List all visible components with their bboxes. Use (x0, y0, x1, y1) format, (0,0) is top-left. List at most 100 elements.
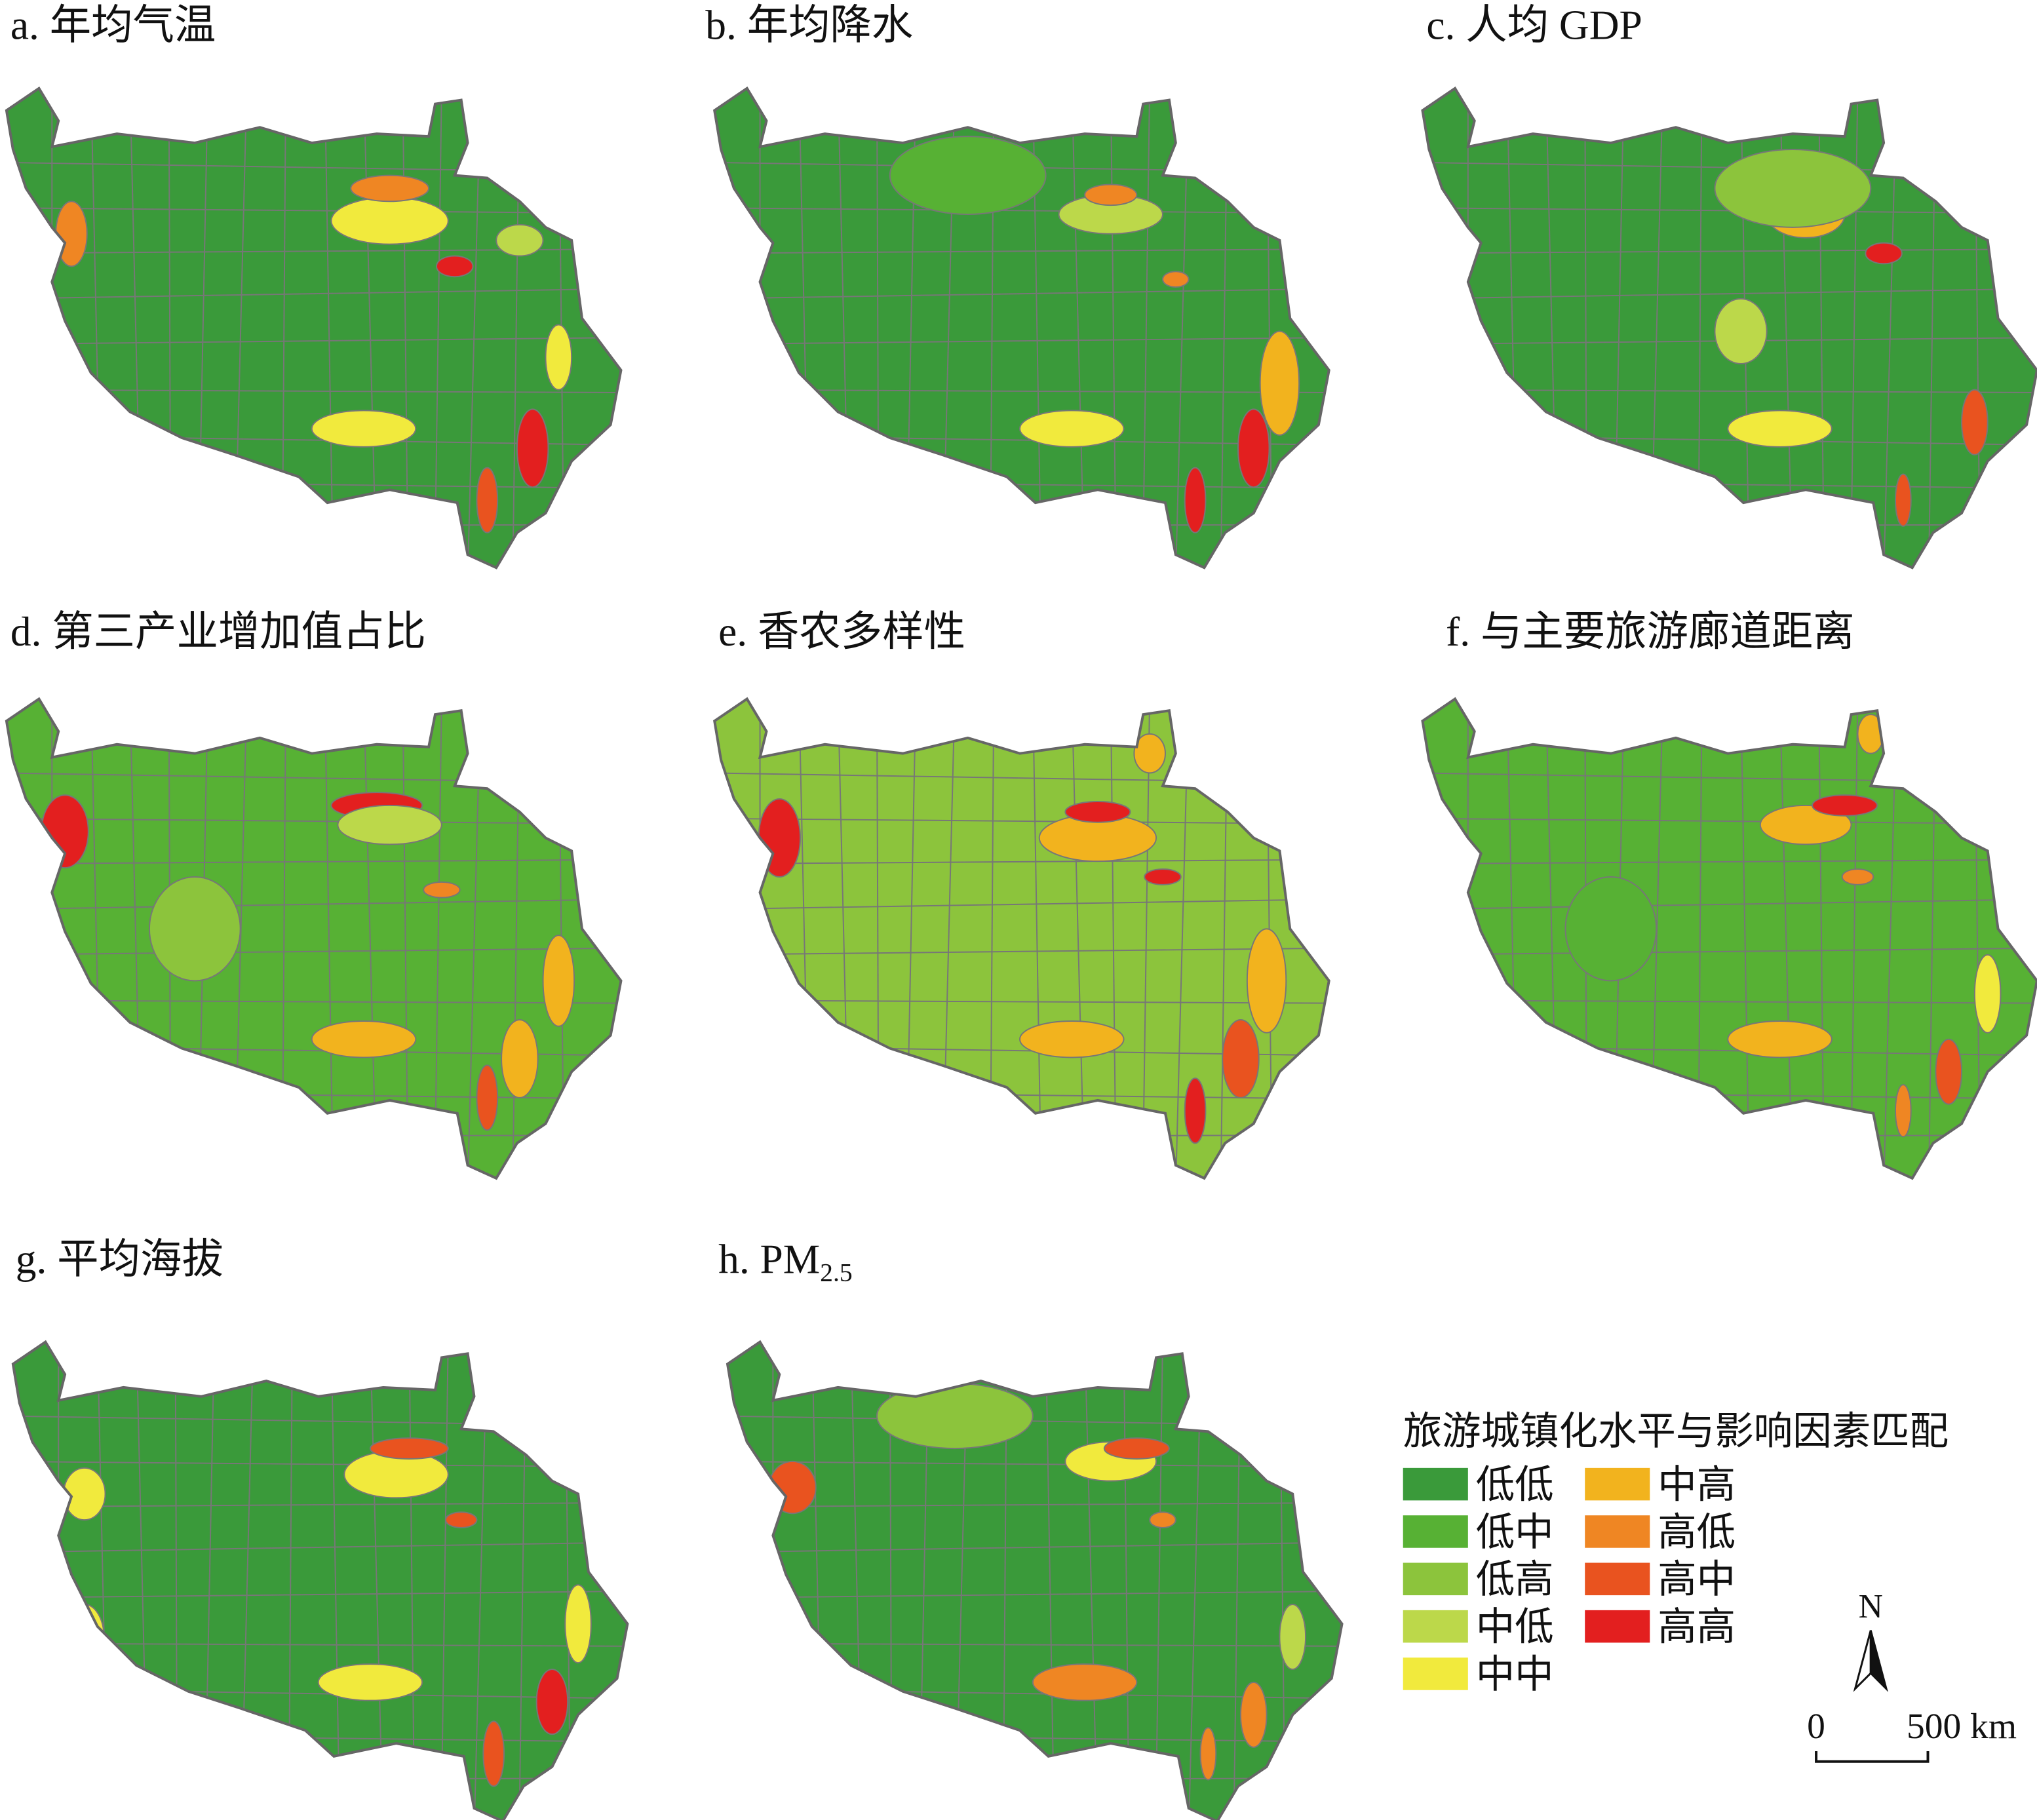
panel-title: a. 年均气温 (10, 1, 216, 48)
plateau-border (5, 697, 623, 1180)
region-patch (1564, 876, 1658, 982)
boundary (714, 248, 1329, 254)
panel-title: g. 平均海拔 (16, 1236, 223, 1283)
panel-title: e. 香农多样性 (718, 608, 965, 655)
boundary (714, 947, 1329, 956)
region-patch (1714, 148, 1872, 228)
boundary (728, 1541, 1342, 1553)
boundary (1422, 288, 2037, 300)
map-panel (5, 86, 623, 570)
region-patch (1184, 1077, 1207, 1144)
region-patch (1973, 954, 2002, 1034)
region-patch (1222, 1019, 1260, 1098)
region-patch (1841, 868, 1874, 885)
scale-bar (1815, 1751, 1930, 1763)
region-patch (330, 197, 449, 245)
region-patch (768, 1460, 817, 1515)
boundary (434, 699, 442, 1178)
north-label: N (1859, 1588, 1883, 1625)
region-patch (535, 1669, 569, 1735)
region-patch (1144, 868, 1182, 885)
region-patch (1103, 1437, 1170, 1460)
region-patch (1894, 473, 1912, 527)
legend-label: 中中 (1476, 1653, 1554, 1696)
region-patch (423, 881, 461, 899)
boundary (1142, 699, 1151, 1178)
region-patch (1759, 804, 1852, 845)
boundary (440, 1342, 449, 1820)
boundary (12, 1777, 628, 1781)
region-patch (1237, 408, 1270, 488)
boundary (1422, 898, 2037, 910)
boundary (1850, 699, 1859, 1178)
north-arrow (1853, 1630, 1888, 1692)
legend-label: 低高 (1476, 1558, 1554, 1601)
region-patch (1199, 1727, 1217, 1781)
region-patch (1259, 330, 1300, 436)
regions (714, 699, 1329, 1178)
legend-label: 高高 (1658, 1605, 1736, 1648)
region-patch (1184, 467, 1207, 533)
legend-swatch (1585, 1467, 1650, 1501)
plateau (728, 1342, 1342, 1820)
panel-title: d. 第三产业增加值占比 (10, 608, 426, 655)
panel-title: c. 人均 GDP (1426, 1, 1642, 48)
map-panel (11, 1340, 629, 1820)
boundary (6, 898, 621, 910)
map-panel (5, 697, 623, 1180)
legend-label: 中低 (1476, 1605, 1554, 1648)
region-patch (542, 935, 575, 1027)
north-arrow-left (1853, 1630, 1872, 1692)
region-patch (1727, 410, 1833, 448)
region-patch (876, 1383, 1034, 1450)
north-arrow-right (1869, 1630, 1888, 1692)
region-patch (476, 467, 499, 533)
region-patch (501, 1019, 539, 1098)
region-patch (1865, 242, 1903, 265)
region-patch (1084, 184, 1138, 206)
plateau (714, 88, 1329, 568)
legend-label: 中高 (1658, 1463, 1736, 1506)
region-patch (516, 408, 549, 488)
legend-label: 低低 (1476, 1463, 1554, 1506)
panel-title-text: e. 香农多样性 (718, 608, 965, 655)
boundary (12, 1501, 628, 1508)
boundary (1422, 248, 2037, 254)
panel-title-text: b. 年均降水 (705, 1, 913, 48)
region-patch (337, 804, 442, 845)
boundary (6, 1134, 621, 1138)
plateau-border (713, 697, 1330, 1180)
panel-title-subscript: 2.5 (820, 1258, 853, 1287)
region-patch (1133, 733, 1166, 774)
boundary (12, 1541, 628, 1553)
legend-swatch (1403, 1467, 1468, 1501)
legend-swatch (1403, 1610, 1468, 1643)
panel-title-text: a. 年均气温 (10, 1, 216, 48)
panel-title-text: h. PM (718, 1236, 820, 1283)
panel-title: f. 与主要旅游廊道距离 (1446, 608, 1854, 655)
boundary (1155, 1342, 1164, 1820)
plateau (714, 699, 1329, 1178)
boundary (714, 859, 1329, 865)
boundary (728, 1501, 1342, 1508)
boundary (714, 336, 1329, 345)
legend-label: 高低 (1658, 1511, 1736, 1554)
region-patch (1961, 389, 1988, 455)
legend-swatch (1403, 1515, 1468, 1548)
region-patch (1018, 1020, 1125, 1058)
boundary (728, 1777, 1342, 1781)
boundary (1422, 947, 2037, 956)
region-patch (482, 1720, 505, 1787)
legend-swatch (1403, 1657, 1468, 1690)
region-patch (1714, 298, 1768, 365)
boundary (6, 859, 621, 865)
boundary (324, 88, 334, 568)
plateau (6, 699, 621, 1178)
map-panel (713, 697, 1330, 1180)
region-patch (1162, 271, 1190, 288)
region-patch (311, 1020, 417, 1058)
legend-title: 旅游城镇化水平与影响因素匹配 (1403, 1410, 1949, 1453)
plateau (1422, 699, 2037, 1178)
